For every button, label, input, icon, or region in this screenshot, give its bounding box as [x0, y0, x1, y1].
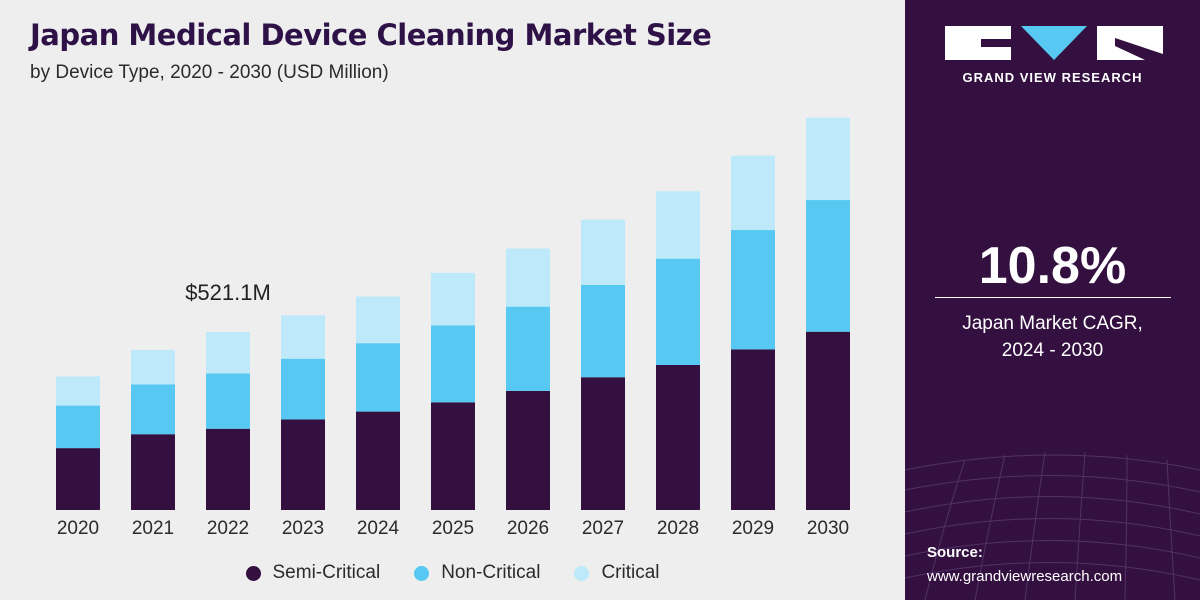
legend-label-non-critical: Non-Critical [441, 562, 541, 583]
bar-critical-2025 [431, 272, 475, 326]
gvr-logo [945, 26, 1163, 60]
value-annotation-2022: $521.1M [185, 280, 271, 305]
bar-semi-critical-2029 [731, 349, 775, 510]
x-tick-label-2030: 2030 [807, 518, 849, 539]
source-label: Source: [927, 544, 983, 561]
stacked-bar-chart: 2020 2021 2022 $521.1M 2023 2024 2025 2026 2027 2… [56, 117, 850, 539]
bar-non-critical-2020 [56, 405, 100, 449]
bar-non-critical-2024 [356, 343, 400, 412]
chart-legend: Semi-Critical Non-Critical Critical [0, 562, 905, 584]
bar-non-critical-2022 [206, 373, 250, 429]
bar-semi-critical-2025 [431, 402, 475, 510]
legend-swatch-semi-critical [245, 565, 261, 581]
legend-item-critical: Critical [574, 562, 660, 584]
bar-non-critical-2026 [506, 306, 550, 391]
x-tick-label-2029: 2029 [732, 518, 774, 539]
x-tick-label-2026: 2026 [507, 518, 549, 539]
bar-critical-2026 [506, 248, 550, 307]
legend-swatch-non-critical [414, 565, 430, 581]
bar-critical-2029 [731, 155, 775, 231]
x-tick-label-2021: 2021 [132, 518, 174, 539]
bar-critical-2030 [806, 117, 850, 201]
bar-critical-2020 [56, 376, 100, 406]
x-tick-label-2027: 2027 [582, 518, 624, 539]
x-tick-label-2025: 2025 [432, 518, 474, 539]
legend-item-non-critical: Non-Critical [414, 562, 540, 584]
cagr-label: Japan Market CAGR, 2024 - 2030 [905, 310, 1200, 364]
legend-item-semi-critical: Semi-Critical [245, 562, 381, 584]
bar-critical-2021 [131, 349, 175, 385]
legend-swatch-critical [574, 565, 590, 581]
x-tick-label-2020: 2020 [57, 518, 99, 539]
bar-non-critical-2025 [431, 325, 475, 403]
bar-semi-critical-2030 [806, 331, 850, 510]
bar-non-critical-2027 [581, 284, 625, 378]
bar-semi-critical-2026 [506, 390, 550, 510]
x-tick-label-2023: 2023 [282, 518, 324, 539]
bar-semi-critical-2027 [581, 377, 625, 510]
bar-critical-2028 [656, 191, 700, 259]
bar-non-critical-2021 [131, 384, 175, 435]
bar-semi-critical-2028 [656, 364, 700, 510]
bar-non-critical-2023 [281, 358, 325, 420]
x-tick-label-2022: 2022 [207, 518, 249, 539]
bar-critical-2027 [581, 219, 625, 285]
cagr-label-line1: Japan Market CAGR, [962, 313, 1143, 334]
bar-non-critical-2030 [806, 200, 850, 332]
bar-semi-critical-2024 [356, 411, 400, 510]
source-link[interactable]: www.grandviewresearch.com [927, 568, 1123, 585]
bar-critical-2024 [356, 296, 400, 344]
bar-semi-critical-2020 [56, 448, 100, 510]
bar-critical-2022 [206, 331, 250, 374]
chart-subtitle: by Device Type, 2020 - 2030 (USD Million… [30, 62, 389, 83]
bar-non-critical-2029 [731, 230, 775, 350]
wireframe-background [905, 451, 1200, 600]
bar-semi-critical-2022 [206, 428, 250, 510]
bar-critical-2023 [281, 315, 325, 359]
legend-label-critical: Critical [601, 562, 660, 583]
cagr-value: 10.8% [978, 237, 1127, 295]
brand-name: GRAND VIEW RESEARCH [962, 70, 1143, 85]
x-tick-label-2024: 2024 [357, 518, 400, 539]
cagr-divider [935, 297, 1171, 298]
info-panel: GRAND VIEW RESEARCH 10.8% Japan Market C… [905, 0, 1200, 600]
legend-label-semi-critical: Semi-Critical [272, 562, 381, 583]
bar-semi-critical-2023 [281, 419, 325, 510]
bar-semi-critical-2021 [131, 434, 175, 510]
bar-non-critical-2028 [656, 258, 700, 365]
chart-area: Japan Medical Device Cleaning Market Siz… [0, 18, 905, 584]
chart-title: Japan Medical Device Cleaning Market Siz… [30, 18, 712, 52]
x-tick-label-2028: 2028 [657, 518, 699, 539]
cagr-label-line2: 2024 - 2030 [1001, 340, 1104, 361]
